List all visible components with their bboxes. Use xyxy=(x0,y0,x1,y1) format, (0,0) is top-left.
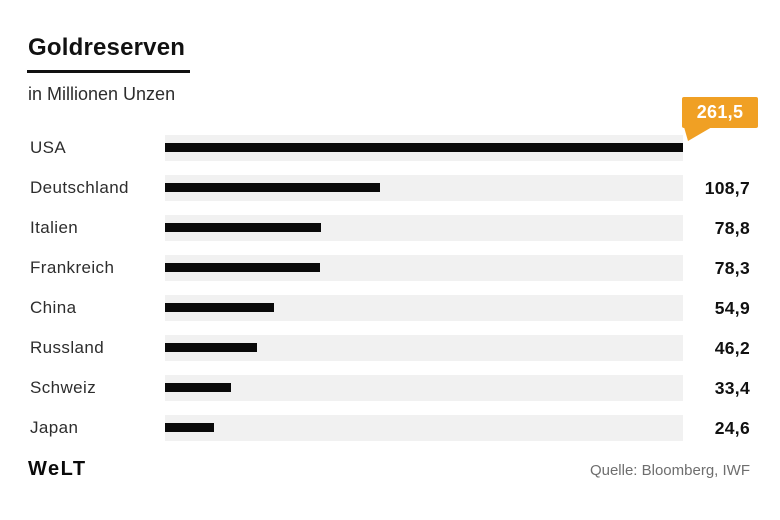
country-label: Frankreich xyxy=(30,258,115,277)
value-label: 54,9 xyxy=(714,298,750,318)
bar-row-italien: Italien 78,8 xyxy=(0,215,780,241)
badge-tail-icon xyxy=(684,127,712,141)
highlight-value: 261,5 xyxy=(696,102,744,122)
country-label: Italien xyxy=(30,218,79,237)
bar-row-russland: Russland 46,2 xyxy=(0,335,780,361)
bar-row-frankreich: Frankreich 78,3 xyxy=(0,255,780,281)
country-label: Schweiz xyxy=(30,378,97,397)
welt-logo: WeLT xyxy=(28,458,87,480)
value-label: 78,8 xyxy=(714,218,750,238)
bar-row-usa: USA xyxy=(0,135,780,161)
value-label: 33,4 xyxy=(714,378,750,398)
chart-title: Goldreserven xyxy=(28,34,186,61)
bar xyxy=(165,423,214,432)
bar xyxy=(165,263,321,272)
value-label: 78,3 xyxy=(714,258,750,278)
bar xyxy=(165,143,683,152)
chart-subtitle: in Millionen Unzen xyxy=(28,84,176,104)
bar-row-japan: Japan 24,6 xyxy=(0,415,780,441)
bar-track xyxy=(165,375,683,401)
country-label: China xyxy=(30,298,77,317)
bar xyxy=(165,343,257,352)
bar-row-deutschland: Deutschland 108,7 xyxy=(0,175,780,201)
source-credit: Quelle: Bloomberg, IWF xyxy=(589,462,750,479)
country-label: Russland xyxy=(30,338,105,357)
bar xyxy=(165,183,381,192)
bar-row-schweiz: Schweiz 33,4 xyxy=(0,375,780,401)
highlight-badge: 261,5 xyxy=(682,97,758,128)
value-label: 108,7 xyxy=(704,178,750,198)
bar xyxy=(165,383,232,392)
value-label: 46,2 xyxy=(714,338,750,358)
country-label: Deutschland xyxy=(30,178,129,197)
bar xyxy=(165,223,322,232)
country-label: USA xyxy=(30,138,67,157)
bar-track xyxy=(165,415,683,441)
bar-row-china: China 54,9 xyxy=(0,295,780,321)
country-label: Japan xyxy=(30,418,79,437)
value-label: 24,6 xyxy=(714,418,750,438)
bar xyxy=(165,303,274,312)
title-underline xyxy=(27,70,190,73)
